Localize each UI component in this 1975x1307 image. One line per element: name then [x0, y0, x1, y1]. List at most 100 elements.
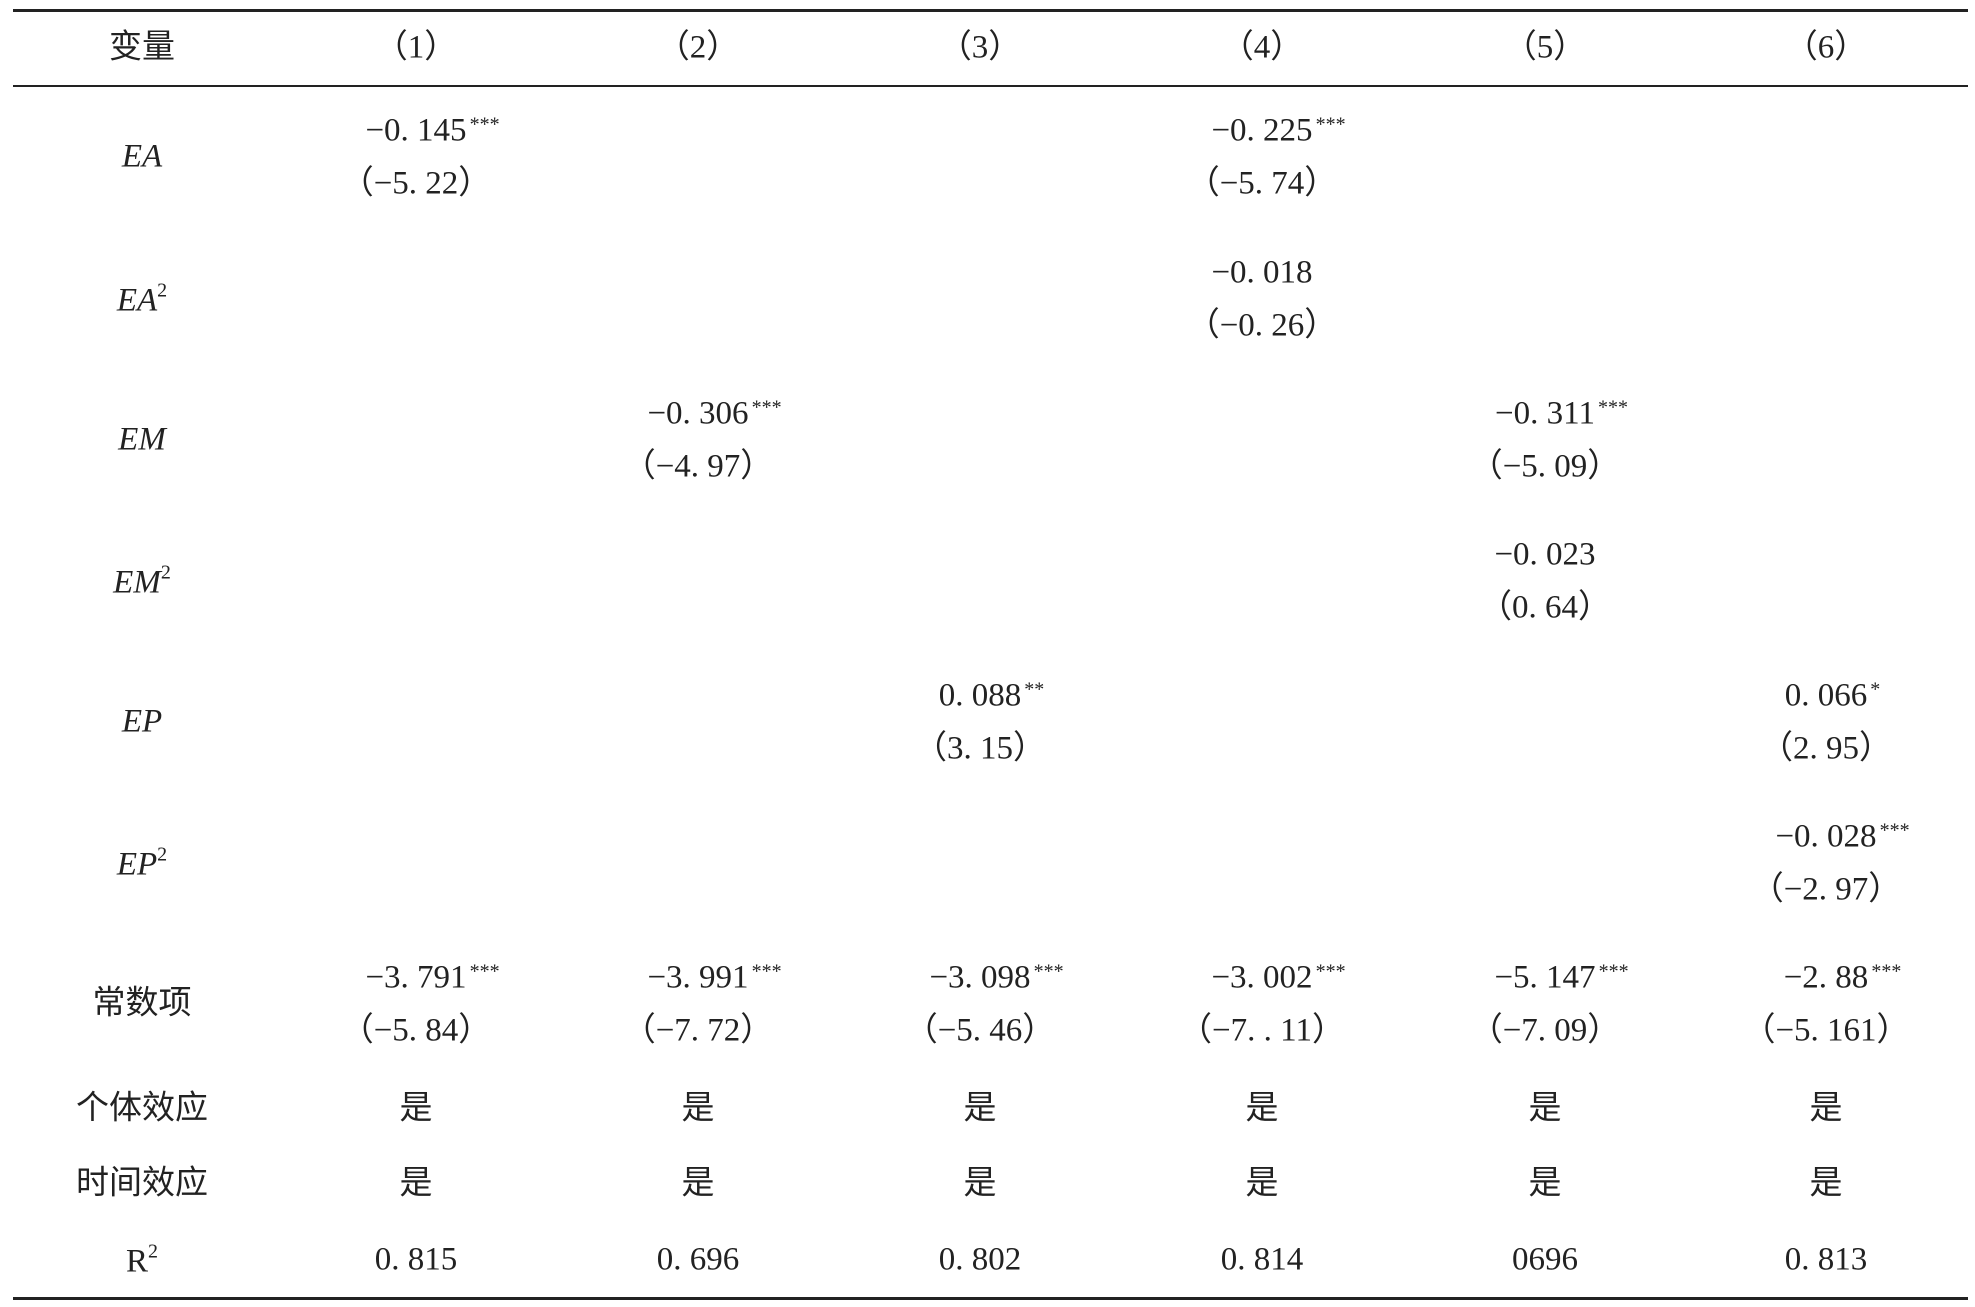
- cell-value: 0. 814: [1220, 1241, 1304, 1278]
- t-statistic: （−7. 09）: [1469, 1012, 1621, 1049]
- label-text: EM: [118, 421, 166, 458]
- coefficient: −0. 306 ***: [647, 395, 781, 432]
- significance-stars: ***: [1315, 113, 1346, 136]
- significance-stars: ***: [751, 396, 782, 419]
- t-statistic: （−4. 97）: [622, 448, 774, 485]
- label-sup: 2: [160, 561, 171, 584]
- cell-value: 0696: [1512, 1241, 1578, 1278]
- coefficient: −0. 225 ***: [1211, 112, 1345, 149]
- cell-value: 是: [1245, 1090, 1279, 1127]
- header-cell: （4）: [1220, 29, 1304, 66]
- coefficient: −0. 018: [1211, 254, 1313, 291]
- row-label: EM: [118, 421, 166, 458]
- top-rule: [13, 9, 1968, 12]
- significance-stars: **: [1024, 678, 1045, 701]
- cell-value: 是: [1528, 1165, 1562, 1202]
- cell-value: 0. 696: [656, 1241, 740, 1278]
- header-cell: （3）: [938, 29, 1022, 66]
- cell-value: 是: [963, 1090, 997, 1127]
- row-label: EM2: [113, 563, 171, 600]
- bottom-rule: [13, 1297, 1968, 1300]
- t-statistic: （−0. 26）: [1186, 307, 1338, 344]
- t-statistic: （−5. 22）: [340, 165, 492, 202]
- coef-text: −3. 791: [365, 959, 467, 996]
- significance-stars: ***: [1597, 396, 1628, 419]
- significance-stars: ***: [469, 960, 500, 983]
- cell-value: 0. 815: [374, 1241, 458, 1278]
- label-text: 个体效应: [76, 1090, 208, 1127]
- row-label: EA2: [117, 281, 167, 318]
- row-label: 时间效应: [76, 1165, 208, 1202]
- coef-text: −3. 002: [1211, 959, 1313, 996]
- t-statistic: （−5. 09）: [1469, 448, 1621, 485]
- label-text: 常数项: [92, 985, 192, 1022]
- t-statistic: （−7. . 11）: [1179, 1012, 1345, 1049]
- coefficient: −0. 028 ***: [1775, 818, 1909, 855]
- coefficient: −0. 311 ***: [1495, 395, 1628, 432]
- coefficient: −3. 791 ***: [365, 959, 499, 996]
- coef-text: −0. 306: [647, 395, 749, 432]
- coefficient: −3. 098 ***: [929, 959, 1063, 996]
- coef-text: −0. 225: [1211, 112, 1313, 149]
- t-statistic: （2. 95）: [1760, 730, 1892, 767]
- label-sup: 2: [157, 843, 168, 866]
- coef-text: −5. 147: [1494, 959, 1596, 996]
- cell-value: 是: [1245, 1165, 1279, 1202]
- t-statistic: （−2. 97）: [1750, 871, 1902, 908]
- label-text: 时间效应: [76, 1165, 208, 1202]
- t-statistic: （−5. 161）: [1742, 1012, 1910, 1049]
- header-cell: （1）: [374, 29, 458, 66]
- significance-stars: ***: [1879, 819, 1910, 842]
- cell-value: 是: [399, 1090, 433, 1127]
- label-sup: 2: [148, 1240, 159, 1263]
- coef-text: −3. 991: [647, 959, 749, 996]
- label-text: EA: [116, 282, 158, 319]
- cell-value: 是: [1809, 1090, 1843, 1127]
- coef-text: −3. 098: [929, 959, 1031, 996]
- coef-text: −0. 028: [1775, 818, 1877, 855]
- cell-value: 是: [681, 1090, 715, 1127]
- row-label: EP2: [117, 845, 167, 882]
- cell-value: 是: [399, 1165, 433, 1202]
- header-rule: [13, 85, 1968, 87]
- significance-stars: ***: [1033, 960, 1064, 983]
- row-label: 常数项: [92, 985, 192, 1022]
- label-text: EM: [113, 564, 161, 601]
- t-statistic: （−7. 72）: [622, 1012, 774, 1049]
- t-statistic: （0. 64）: [1479, 589, 1611, 626]
- significance-stars: ***: [1315, 960, 1346, 983]
- label-text: R: [125, 1243, 149, 1280]
- row-label: EP: [121, 703, 163, 740]
- coefficient: −0. 145 ***: [365, 114, 499, 148]
- t-statistic: （−5. 74）: [1186, 165, 1338, 202]
- coef-text: −0. 023: [1494, 536, 1596, 573]
- coef-text: −0. 018: [1211, 254, 1313, 291]
- header-cell: 变量: [109, 29, 175, 66]
- label-text: EP: [121, 703, 163, 740]
- cell-value: 0. 813: [1784, 1241, 1868, 1278]
- coef-text: 0. 088: [938, 677, 1022, 714]
- significance-stars: *: [1870, 678, 1881, 701]
- significance-stars: ***: [1871, 960, 1902, 983]
- t-statistic: （3. 15）: [914, 730, 1046, 767]
- label-text: EP: [116, 846, 158, 883]
- coef-text: −0. 311: [1495, 395, 1595, 432]
- significance-stars: ***: [469, 113, 500, 136]
- significance-stars: ***: [751, 960, 782, 983]
- cell-value: 0. 802: [938, 1241, 1022, 1278]
- header-cell: （6）: [1784, 29, 1868, 66]
- coef-text: −2. 88: [1783, 959, 1869, 996]
- coefficient: −3. 991 ***: [647, 959, 781, 996]
- header-cell: （5）: [1503, 29, 1587, 66]
- cell-value: 是: [1528, 1090, 1562, 1127]
- t-statistic: （−5. 84）: [340, 1012, 492, 1049]
- cell-value: 是: [681, 1165, 715, 1202]
- significance-stars: ***: [1598, 960, 1629, 983]
- coef-text: 0. 066: [1784, 677, 1868, 714]
- coefficient: −5. 147 ***: [1494, 959, 1628, 996]
- label-text: EA: [121, 138, 163, 175]
- coefficient: 0. 066 *: [1784, 677, 1881, 714]
- coefficient: −3. 002 ***: [1211, 959, 1345, 996]
- label-sup: 2: [157, 279, 168, 302]
